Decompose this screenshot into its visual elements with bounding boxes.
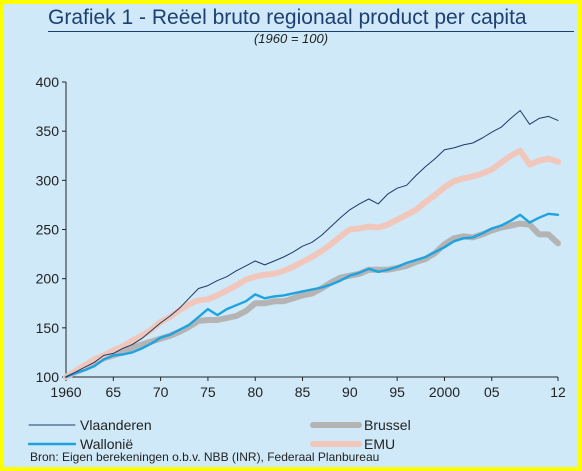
x-tick-label: 65: [106, 384, 122, 400]
y-tick-label: 150: [36, 320, 60, 336]
x-tick-label: 75: [200, 384, 216, 400]
y-tick-label: 400: [36, 74, 60, 90]
y-tick-label: 250: [36, 222, 60, 238]
x-tick-label: 90: [342, 384, 358, 400]
chart-subtitle: (1960 = 100): [253, 31, 329, 46]
series-line-walloni-: [64, 212, 560, 379]
y-tick-label: 100: [36, 369, 60, 385]
legend-label: Wallonië: [80, 436, 133, 452]
legend-label: Vlaanderen: [80, 417, 152, 433]
x-tick-label: 80: [247, 384, 263, 400]
x-tick-label: 2000: [429, 384, 460, 400]
title-divider: [48, 31, 574, 32]
series-line-vlaanderen: [65, 110, 559, 378]
source-note: Bron: Eigen berekeningen o.b.v. NBB (INR…: [30, 450, 380, 464]
series-line-brussel: [63, 220, 561, 380]
series-line-emu: [63, 147, 561, 380]
y-tick-label: 300: [36, 172, 60, 188]
x-tick-label: 85: [295, 384, 311, 400]
x-tick-label: 1960: [50, 384, 81, 400]
legend-label: EMU: [364, 436, 395, 452]
x-tick-label: 70: [153, 384, 169, 400]
chart-title: Grafiek 1 - Reëel bruto regionaal produc…: [48, 6, 527, 29]
x-tick-label: 12: [550, 384, 566, 400]
legend-label: Brussel: [364, 417, 411, 433]
y-tick-label: 200: [36, 271, 60, 287]
x-tick-label: 05: [484, 384, 500, 400]
y-tick-label: 350: [36, 123, 60, 139]
x-tick-label: 95: [389, 384, 405, 400]
